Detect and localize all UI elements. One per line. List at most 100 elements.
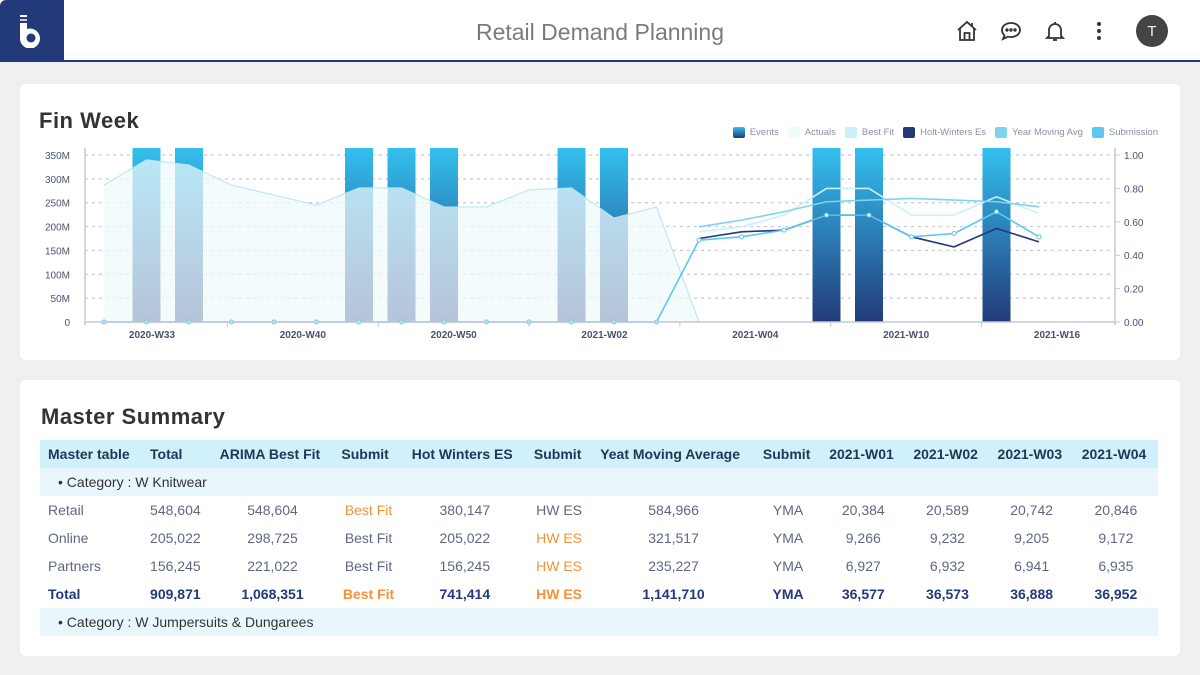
- table-cell[interactable]: YMA: [772, 558, 804, 574]
- best-fit-line: [698, 187, 1040, 233]
- column-header[interactable]: 2021-W03: [989, 440, 1074, 468]
- table-cell: 321,517: [648, 530, 699, 546]
- table-cell: 235,227: [648, 558, 699, 574]
- table-title: Master Summary: [41, 404, 226, 429]
- submission-marker: [909, 234, 914, 240]
- x-tick-label: 2021-W16: [1034, 330, 1081, 341]
- column-header[interactable]: Submit: [333, 440, 404, 468]
- legend-item[interactable]: Holt-Winters Es: [903, 127, 986, 138]
- bell-icon[interactable]: [1042, 18, 1068, 44]
- chart-title: Fin Week: [39, 108, 140, 133]
- legend-item[interactable]: Submission: [1091, 127, 1158, 138]
- table-cell: 298,725: [247, 530, 298, 546]
- legend-label: Best Fit: [861, 127, 895, 138]
- table-cell: 221,022: [247, 558, 298, 574]
- submission-marker: [866, 212, 872, 218]
- y-right-tick-label: 0.60: [1124, 218, 1144, 229]
- legend-item[interactable]: Best Fit: [844, 127, 895, 138]
- table-cell[interactable]: YMA: [772, 502, 804, 518]
- actuals-area: [104, 159, 699, 322]
- legend-item[interactable]: Actuals: [787, 127, 836, 138]
- legend-label: Events: [749, 127, 779, 138]
- table-cell: Partners: [48, 558, 101, 574]
- app-logo[interactable]: [0, 0, 64, 62]
- table-cell: 9,172: [1098, 530, 1134, 546]
- y-right-tick-label: 0.20: [1124, 285, 1144, 296]
- legend-swatch: [844, 127, 857, 138]
- legend-swatch: [903, 127, 916, 138]
- legend-item[interactable]: Year Moving Avg: [995, 127, 1083, 138]
- column-header[interactable]: 2021-W01: [821, 440, 906, 468]
- home-icon[interactable]: [954, 18, 980, 44]
- table-cell: 1,141,710: [642, 586, 705, 602]
- table-cell[interactable]: HW ES: [536, 586, 582, 602]
- table-cell: 6,927: [845, 558, 881, 574]
- top-bar: Retail Demand Planning T: [0, 0, 1200, 62]
- table-cell[interactable]: HW ES: [536, 530, 582, 546]
- column-header[interactable]: Master table: [40, 440, 143, 468]
- table-cell[interactable]: HW ES: [536, 502, 582, 518]
- logo-icon: [20, 15, 40, 48]
- legend-item[interactable]: Events: [732, 127, 779, 138]
- y-left-tick-label: 150M: [45, 246, 70, 257]
- table-cell: 584,966: [648, 502, 699, 518]
- table-cell: 909,871: [150, 586, 201, 602]
- column-header[interactable]: Yeat Moving Average: [592, 440, 755, 468]
- y-left-tick-label: 300M: [45, 175, 70, 186]
- chat-icon[interactable]: [998, 18, 1024, 44]
- table-cell: Total: [48, 586, 81, 602]
- column-header[interactable]: ARIMA Best Fit: [211, 440, 334, 468]
- table-cell: 548,604: [150, 502, 201, 518]
- submission-marker: [951, 230, 957, 236]
- category-row[interactable]: • Category : W Jumpersuits & Dungarees: [40, 608, 1158, 636]
- column-header[interactable]: Submit: [525, 440, 593, 468]
- y-right-tick-label: 0.80: [1124, 184, 1144, 195]
- legend-label: Actuals: [804, 127, 836, 138]
- legend-swatch: [995, 127, 1008, 138]
- table-cell: Online: [48, 530, 89, 546]
- table-cell[interactable]: YMA: [772, 530, 804, 546]
- table-cell: 380,147: [439, 502, 491, 518]
- table-cell: 9,205: [1014, 530, 1050, 546]
- more-vertical-icon[interactable]: [1086, 18, 1112, 44]
- table-cell: 20,742: [1010, 502, 1054, 518]
- category-label: • Category : W Knitwear: [40, 468, 1158, 496]
- table-cell: 6,935: [1098, 558, 1134, 574]
- column-header[interactable]: Hot Winters ES: [403, 440, 526, 468]
- table-cell[interactable]: YMA: [772, 586, 804, 602]
- master-summary-card: Master Summary Master table Total ARIMA Be…: [20, 380, 1180, 656]
- table-cell: 1,068,351: [241, 586, 304, 602]
- column-header[interactable]: 2021-W04: [1073, 440, 1158, 468]
- x-tick-label: 2020-W40: [280, 330, 327, 341]
- category-label: • Category : W Jumpersuits & Dungarees: [40, 608, 1158, 636]
- x-tick-label: 2020-W33: [129, 330, 176, 341]
- table-cell: 9,266: [845, 530, 881, 546]
- table-cell[interactable]: Best Fit: [342, 586, 395, 602]
- table-cell[interactable]: HW ES: [536, 558, 582, 574]
- user-avatar[interactable]: T: [1136, 15, 1168, 47]
- x-tick-label: 2021-W02: [581, 330, 628, 341]
- y-right-tick-label: 1.00: [1124, 151, 1144, 162]
- events-bar: [812, 148, 841, 322]
- column-header[interactable]: Total: [142, 440, 212, 468]
- events-bar: [855, 148, 883, 322]
- table-cell: 6,932: [929, 558, 965, 574]
- x-tick-label: 2021-W10: [883, 330, 930, 341]
- column-header[interactable]: 2021-W02: [905, 440, 990, 468]
- actuals-line: [103, 159, 700, 323]
- submission-marker: [781, 227, 787, 233]
- table-cell[interactable]: Best Fit: [344, 502, 393, 518]
- category-row[interactable]: • Category : W Knitwear: [40, 468, 1158, 496]
- table-cell: 741,414: [439, 586, 491, 602]
- table-cell[interactable]: Best Fit: [344, 530, 393, 546]
- y-left-tick-label: 0: [64, 318, 70, 329]
- legend-label: Year Moving Avg: [1012, 127, 1083, 138]
- submission-marker: [994, 209, 999, 215]
- column-header[interactable]: Submit: [754, 440, 822, 468]
- events-bar: [982, 148, 1011, 322]
- legend-swatch: [1091, 127, 1104, 138]
- submission-marker: [739, 234, 744, 240]
- legend-label: Holt-Winters Es: [920, 127, 987, 138]
- total-row: Total 909,871 1,068,351 Best Fit 741,414 HW E…: [40, 580, 1158, 608]
- table-cell[interactable]: Best Fit: [344, 558, 393, 574]
